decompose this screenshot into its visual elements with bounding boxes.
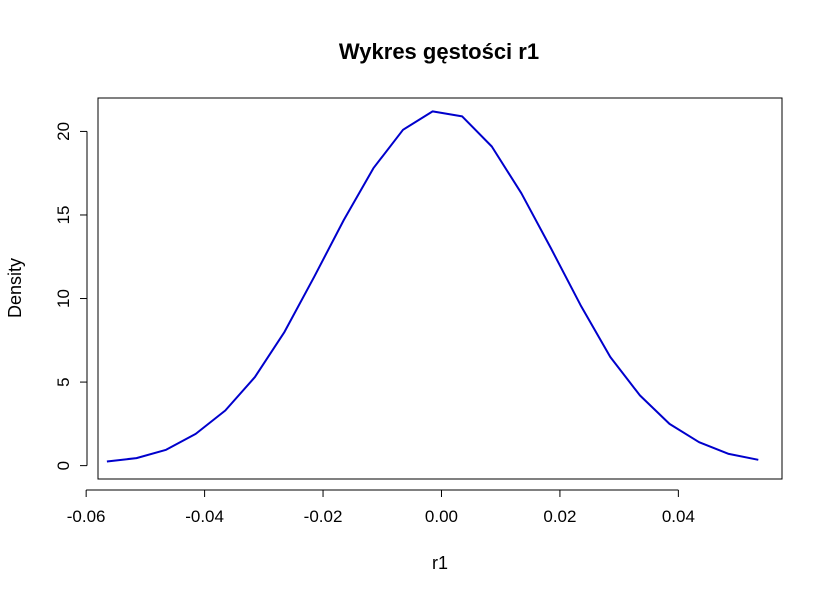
x-tick-label: 0.04 — [662, 507, 695, 526]
y-tick-label: 10 — [54, 289, 73, 308]
x-axis: -0.06 -0.04 -0.02 0.00 0.02 0.04 — [67, 489, 695, 526]
y-axis-label: Density — [5, 258, 25, 318]
y-tick-label: 0 — [54, 461, 73, 470]
y-tick-label: 5 — [54, 377, 73, 386]
y-axis: 0 5 10 15 20 — [54, 122, 88, 470]
x-tick-label: -0.04 — [185, 507, 224, 526]
series-layer — [106, 110, 759, 463]
density-line — [106, 110, 759, 463]
x-axis-label: r1 — [432, 553, 448, 573]
chart-title: Wykres gęstości r1 — [339, 39, 539, 64]
y-tick-label: 15 — [54, 206, 73, 225]
x-tick-label: 0.02 — [543, 507, 576, 526]
x-tick-label: 0.00 — [425, 507, 458, 526]
y-tick-label: 20 — [54, 122, 73, 141]
plot-frame — [97, 97, 783, 480]
x-tick-label: -0.02 — [304, 507, 343, 526]
x-tick-label: -0.06 — [67, 507, 106, 526]
